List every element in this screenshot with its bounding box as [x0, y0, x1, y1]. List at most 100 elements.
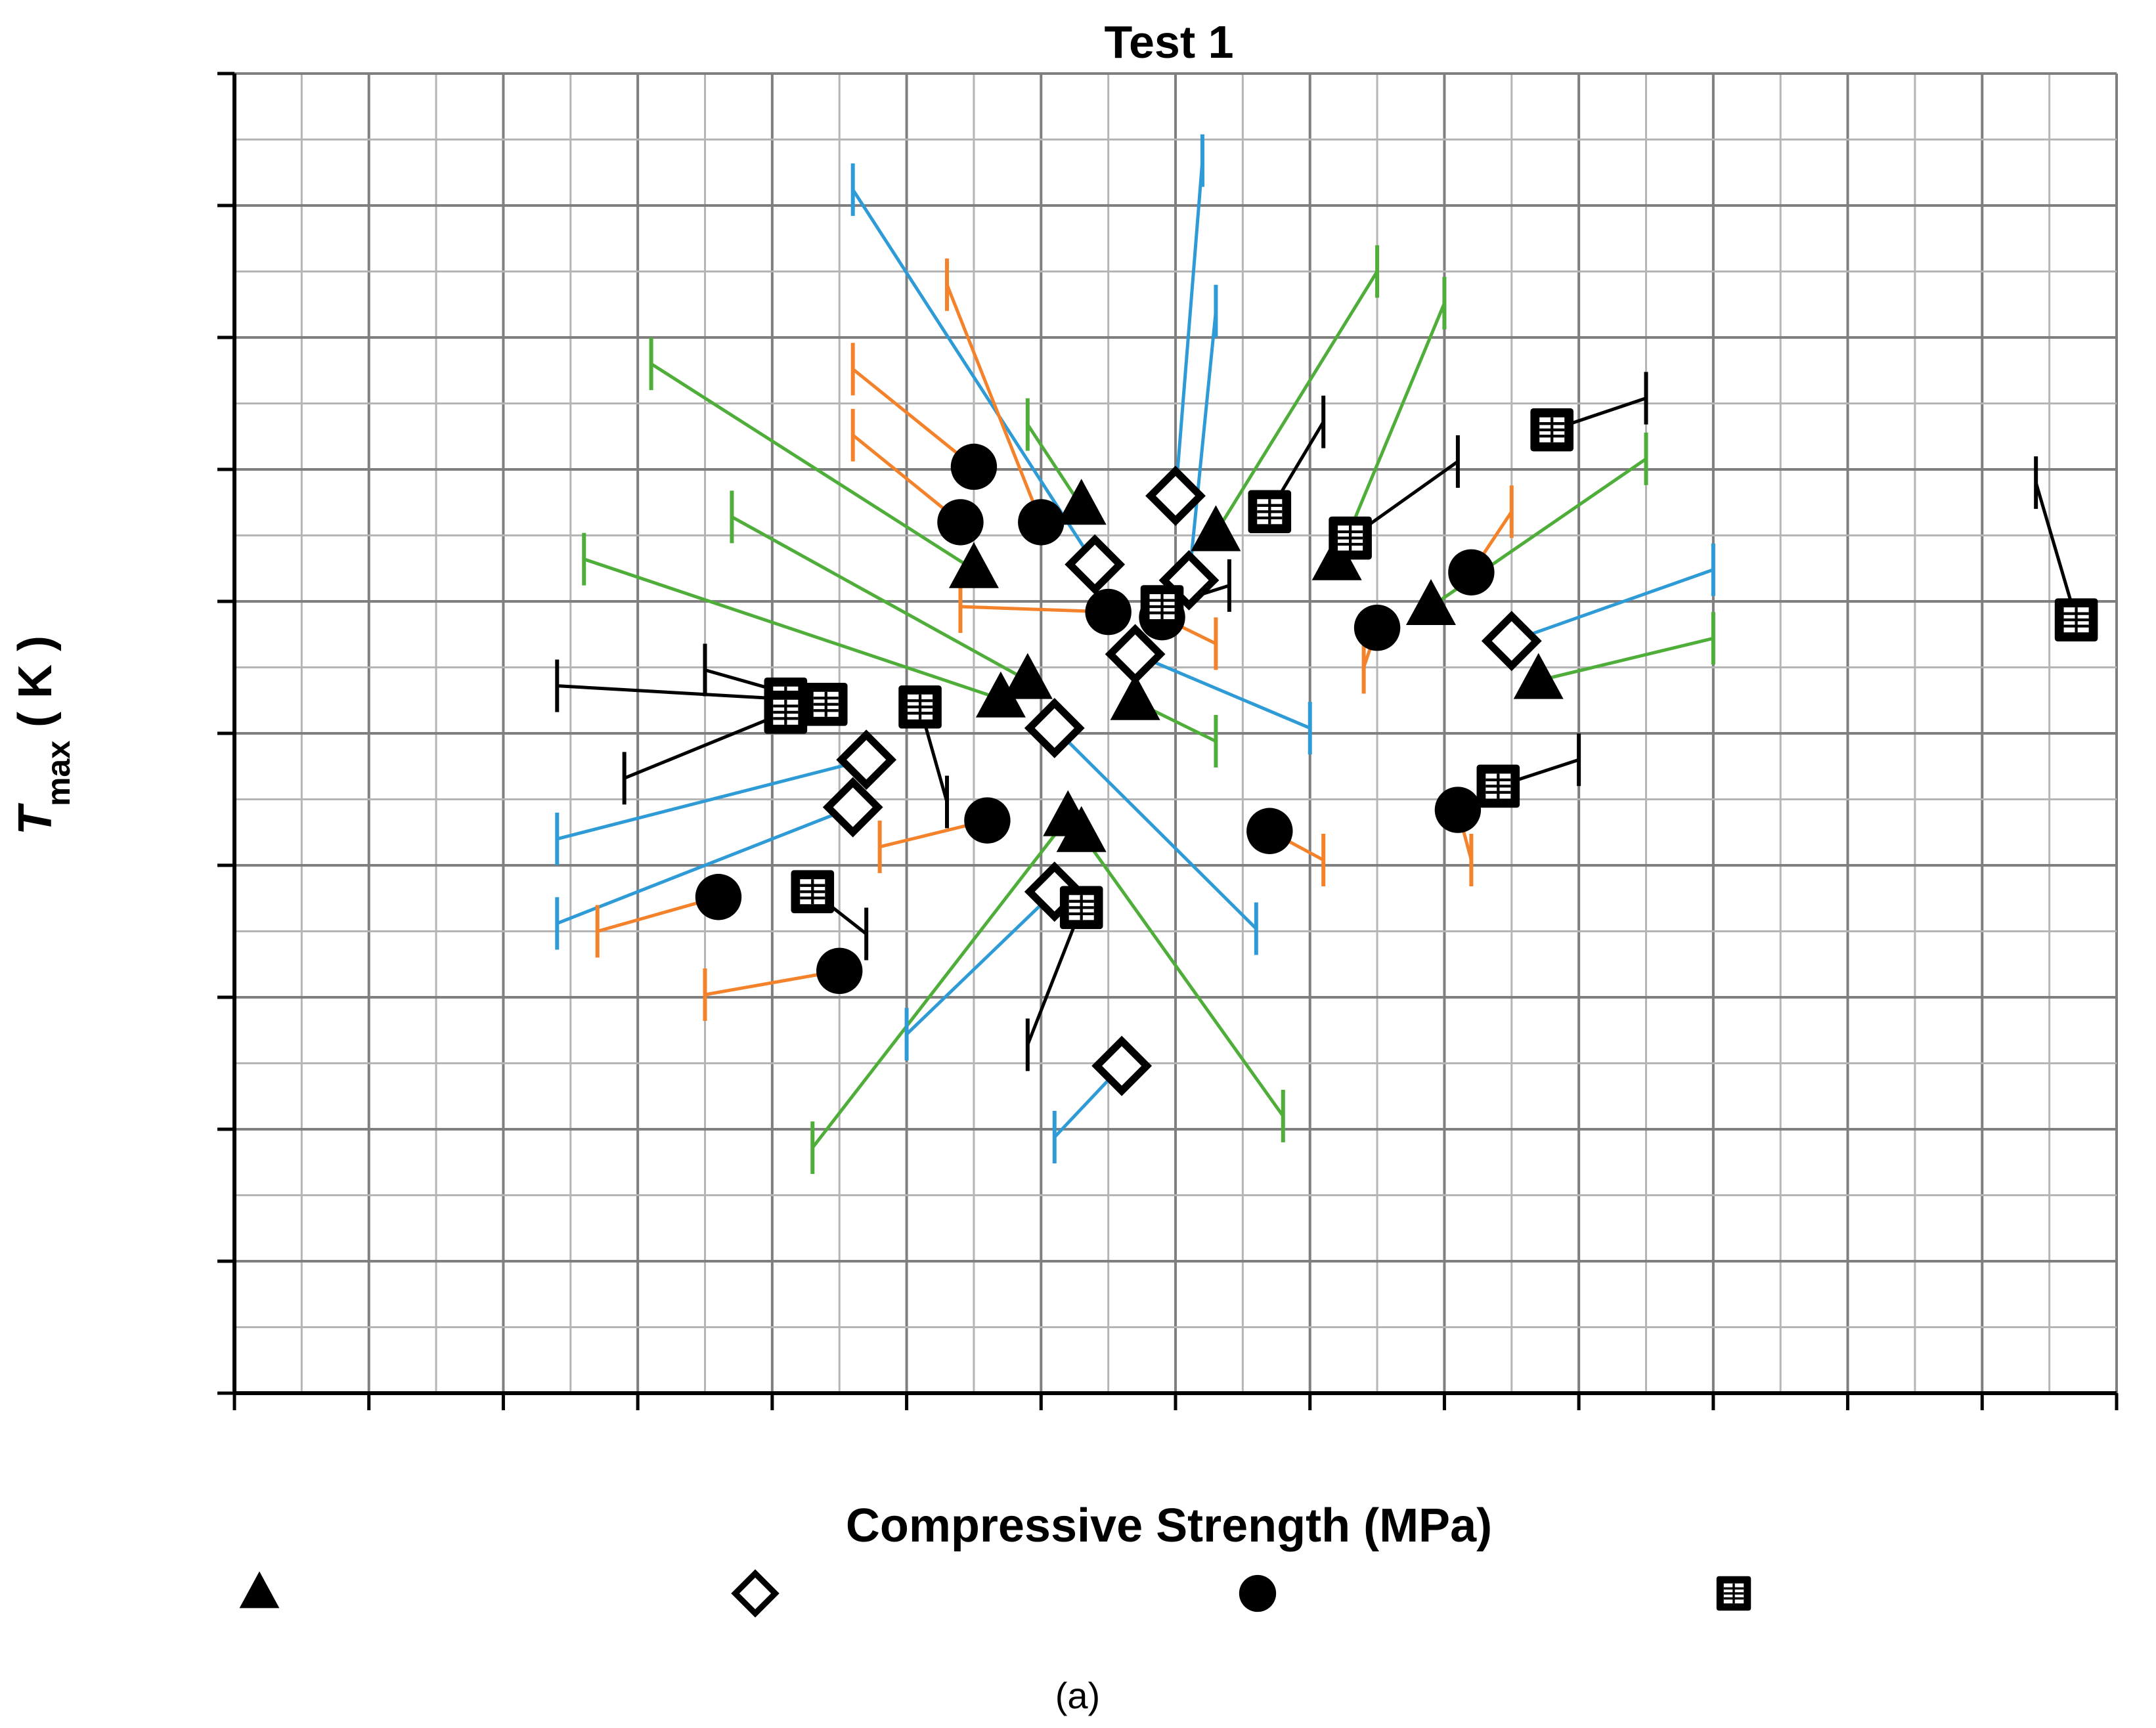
figure-caption: (a) — [1055, 1675, 1100, 1716]
square-marker — [804, 682, 848, 726]
circle-marker — [1448, 549, 1495, 595]
circle-marker-shape — [1239, 1574, 1277, 1612]
connector-line — [851, 188, 1097, 566]
connector-line — [557, 684, 786, 701]
triangle-marker-shape — [1110, 674, 1160, 720]
circle-marker — [964, 797, 1011, 844]
connector-line — [556, 758, 867, 841]
connector-line — [945, 284, 1043, 523]
circle-marker-shape — [816, 947, 863, 995]
legend-circle-icon — [1239, 1574, 1277, 1612]
legend-triangle-icon — [239, 1571, 280, 1609]
connector-line — [1080, 832, 1285, 1117]
data-markers — [695, 408, 2098, 1096]
triangle-marker-shape — [1513, 653, 1564, 699]
connector-line — [1134, 653, 1311, 730]
connector-line — [2034, 482, 2078, 620]
connector-line — [1214, 270, 1379, 534]
connector-line — [650, 362, 975, 571]
plot-frame — [217, 72, 2119, 1410]
connector-line — [1174, 160, 1204, 496]
square-marker — [1476, 764, 1520, 808]
connector-line — [623, 710, 787, 780]
circle-marker-shape — [1018, 499, 1065, 546]
triangle-marker-shape — [239, 1571, 280, 1609]
y-axis-title-subscript: max — [40, 741, 77, 806]
connector-line — [1510, 568, 1714, 643]
x-axis-title: Compressive Strength (MPa) — [846, 1500, 1492, 1552]
connector-line — [905, 890, 1056, 1036]
triangle-marker — [1056, 479, 1107, 525]
triangle-marker-shape — [975, 671, 1026, 718]
triangle-marker — [975, 671, 1026, 718]
circle-marker — [695, 874, 742, 920]
circle-marker-shape — [1246, 808, 1293, 854]
legend-diamond-icon — [731, 1569, 780, 1618]
connector-line — [1026, 907, 1084, 1046]
circle-marker-shape — [964, 797, 1011, 844]
diamond-marker-shape — [1105, 624, 1166, 685]
diamond-marker — [1105, 624, 1166, 685]
triangle-marker — [1405, 579, 1456, 626]
square-marker — [1059, 886, 1103, 930]
diamond-marker — [836, 729, 897, 790]
diamond-marker — [1091, 1035, 1153, 1096]
connector-line — [1187, 311, 1218, 581]
diamond-marker-shape — [1024, 698, 1085, 758]
circle-marker-shape — [1085, 588, 1132, 636]
diamond-marker-shape — [731, 1569, 780, 1618]
legend — [239, 1569, 1751, 1618]
square-marker — [898, 685, 942, 729]
connector-line — [1538, 636, 1714, 683]
square-marker — [791, 870, 835, 913]
triangle-marker-shape — [1002, 653, 1053, 699]
circle-marker — [950, 443, 998, 490]
triangle-marker-shape — [1056, 806, 1107, 852]
grid — [233, 72, 2118, 1394]
circle-marker — [816, 947, 863, 995]
triangle-marker-shape — [1405, 579, 1456, 626]
connector-line — [852, 368, 975, 468]
diamond-marker — [1481, 611, 1542, 672]
square-marker — [2054, 598, 2098, 641]
triangle-marker — [1191, 505, 1241, 551]
circle-marker — [1434, 787, 1482, 833]
circle-marker-shape — [1434, 787, 1482, 833]
triangle-marker — [1110, 674, 1160, 720]
connector-line — [731, 515, 1029, 682]
diamond-marker — [822, 777, 883, 838]
triangle-marker — [1002, 653, 1053, 699]
triangle-marker — [1513, 653, 1564, 699]
circle-marker-shape — [695, 874, 742, 920]
diamond-marker-shape — [1145, 465, 1206, 527]
triangle-marker-shape — [1056, 479, 1107, 525]
triangle-marker-shape — [1191, 505, 1241, 551]
legend-square-icon — [1716, 1576, 1751, 1611]
square-marker — [764, 691, 808, 734]
chart-title: Test 1 — [1104, 16, 1233, 68]
connector-line — [1026, 423, 1083, 508]
circle-marker — [1018, 499, 1065, 546]
circle-marker — [1246, 808, 1293, 854]
circle-marker — [937, 499, 984, 546]
diamond-marker-shape — [1481, 611, 1542, 672]
connector-line — [1053, 727, 1258, 930]
circle-marker-shape — [950, 443, 998, 490]
circle-marker-shape — [1353, 605, 1401, 651]
circle-marker — [1085, 588, 1132, 636]
diamond-marker — [1065, 534, 1126, 595]
diamond-marker-shape — [836, 729, 897, 790]
circle-marker — [1353, 605, 1401, 651]
triangle-marker — [948, 542, 999, 588]
connector-lines — [555, 134, 2078, 1175]
y-axis-title-unit: ( K ) — [9, 636, 62, 741]
connector-line — [811, 817, 1070, 1149]
connector-line — [583, 557, 1001, 701]
diamond-marker — [1145, 465, 1206, 527]
square-marker — [1329, 516, 1372, 560]
diamond-marker-shape — [1091, 1035, 1153, 1096]
connector-line — [960, 605, 1109, 614]
connector-line — [556, 806, 854, 925]
square-marker — [1248, 490, 1292, 534]
